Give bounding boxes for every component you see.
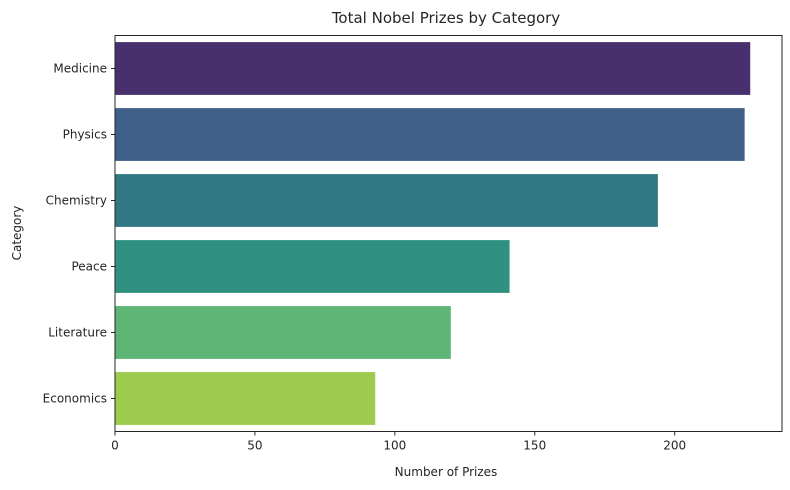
y-axis-label: Category xyxy=(10,206,24,261)
y-tick-label: Chemistry xyxy=(46,194,107,208)
bar-medicine xyxy=(115,42,751,95)
y-tick-label: Peace xyxy=(71,260,107,274)
y-tick-label: Physics xyxy=(63,128,107,142)
x-tick-label: 150 xyxy=(523,439,546,453)
chart-title: Total Nobel Prizes by Category xyxy=(331,9,560,27)
x-tick-label: 200 xyxy=(663,439,686,453)
x-tick-label: 0 xyxy=(111,439,119,453)
bar-literature xyxy=(115,306,451,359)
x-tick-label: 50 xyxy=(247,439,262,453)
x-axis-label: Number of Prizes xyxy=(395,465,498,479)
y-tick-label: Literature xyxy=(48,326,107,340)
y-tick-label: Economics xyxy=(43,392,107,406)
y-axis-ticks: Medicine Physics Chemistry Peace Literature E… xyxy=(43,62,115,406)
bar-economics xyxy=(115,372,376,425)
bars-group xyxy=(115,42,751,425)
bar-chemistry xyxy=(115,174,658,227)
x-axis-ticks: 0 50 100 150 200 xyxy=(111,431,686,453)
y-tick-label: Medicine xyxy=(53,62,107,76)
x-tick-label: 100 xyxy=(383,439,406,453)
plot-frame xyxy=(114,35,783,432)
bar-peace xyxy=(115,240,510,293)
bar-physics xyxy=(115,108,745,161)
